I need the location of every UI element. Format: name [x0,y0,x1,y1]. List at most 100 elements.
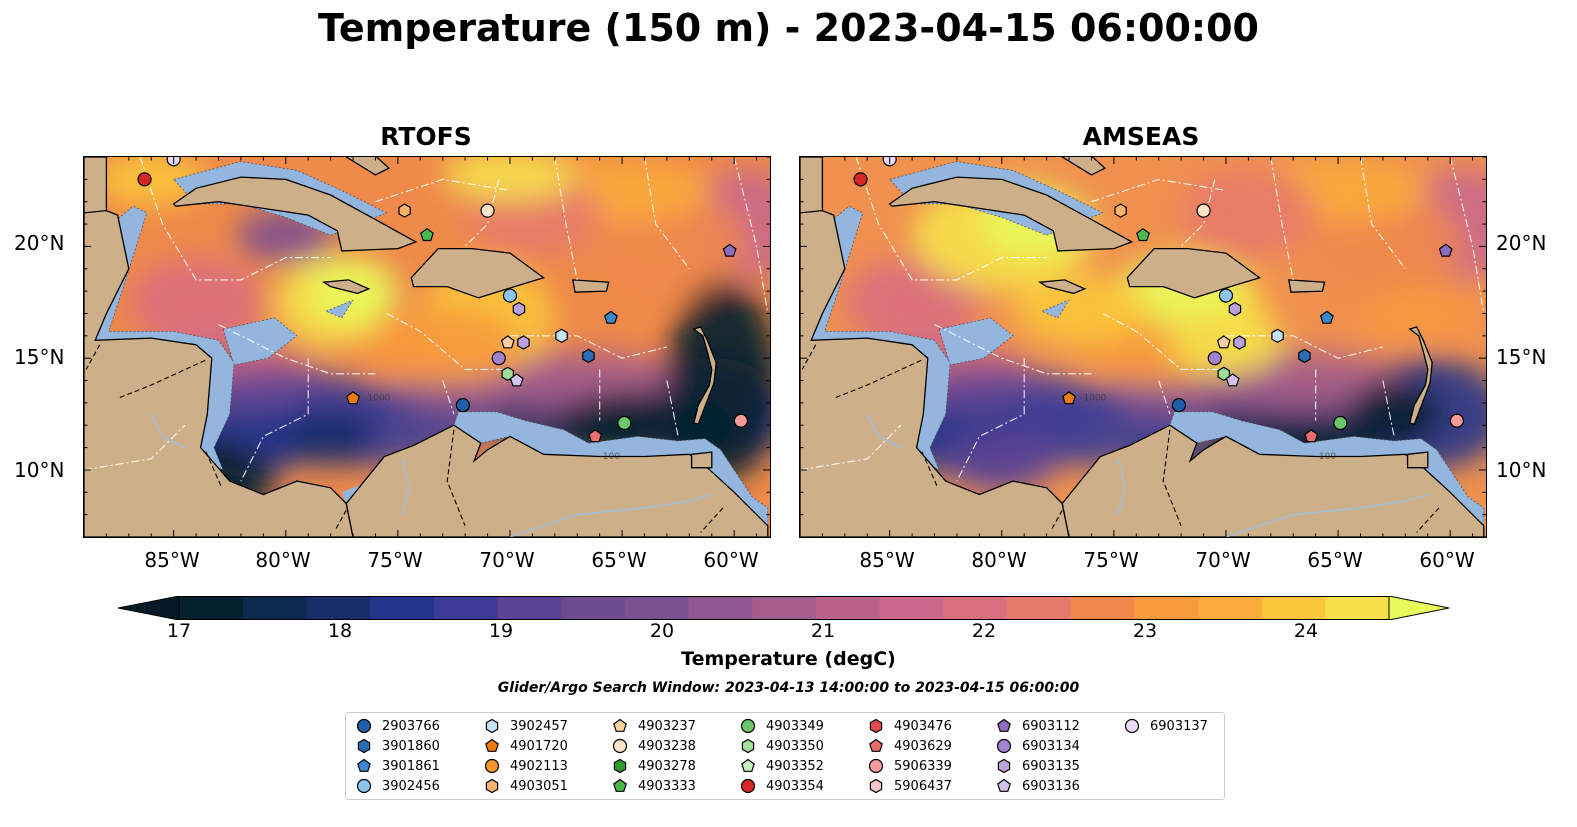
float-marker-5906339 [733,413,749,428]
legend-item-label: 4903237 [638,718,696,734]
float-marker-3902457 [555,328,568,343]
colorbar-swatch [688,596,753,620]
legend-item: 6903137 [1124,716,1208,736]
landmass-trinidad [1406,451,1429,469]
legend-item-label: 4903051 [510,778,568,794]
legend-item-label: 4903354 [766,778,824,794]
float-marker-4903333 [420,227,434,242]
circle-marker-icon [868,758,884,774]
float-marker-4901720 [1062,391,1076,405]
float-marker-6903136 [509,373,524,387]
legend-item: 4903238 [612,736,696,756]
hexagon-marker-icon [741,738,755,754]
legend-item: 2903766 [356,716,440,736]
legend-item-label: 4903278 [638,758,696,774]
hexagon-marker-icon [613,758,627,774]
legend-item: 4903350 [740,736,824,756]
legend-item-label: 6903112 [1022,718,1080,734]
legend-item: 5906339 [868,756,952,776]
colorbar-label: Temperature (degC) [681,648,896,670]
legend-item: 5906437 [868,776,952,796]
float-marker-4903629 [588,429,603,443]
colorbar-swatch [179,596,244,620]
legend-item: 4903629 [868,736,952,756]
float-marker-3901860 [1298,348,1311,364]
contour-label: -1000 [1080,394,1106,404]
float-marker-5906339 [1449,413,1465,428]
float-marker-6903112 [1438,243,1453,257]
circle-marker-icon [1124,718,1140,734]
legend-item: 4903352 [740,756,824,776]
landmass-yucatan [84,157,108,214]
colorbar-swatch [1261,596,1326,620]
legend-item: 4903349 [740,716,824,736]
lon-tick-label: 80°W [255,548,311,572]
shelf-region [222,317,298,366]
lon-tick-label: 60°W [703,548,759,572]
pentagon-marker-icon [613,718,627,732]
legend-item-label: 4903238 [638,738,696,754]
lon-tick-label: 65°W [1307,548,1363,572]
colorbar-tick-label: 18 [327,620,353,642]
float-marker-6903136 [1225,373,1240,387]
colorbar-swatch [370,596,435,620]
colorbar-swatch [561,596,626,620]
float-marker-3902457 [1271,328,1284,343]
legend-item-label: 4901720 [510,738,568,754]
pentagon-marker-icon [485,738,499,752]
contour-label: -100 [1316,452,1337,462]
float-marker-4903238 [480,203,495,218]
legend-item-label: 6903135 [1022,758,1080,774]
colorbar-swatch [242,596,307,620]
float-marker-4903051 [398,203,411,218]
colorbar-swatch [879,596,944,620]
legend-item-label: 4903352 [766,758,824,774]
colorbar-extend-low [117,595,180,621]
lon-tick-label: 85°W [859,548,915,572]
float-marker-6903112 [722,243,737,257]
map-panel-amseas[interactable]: -1000 -100 [799,156,1487,538]
legend-item: 6903134 [996,736,1080,756]
lat-tick-label: 10°N [14,458,65,482]
pentagon-marker-icon [869,738,883,752]
legend-item: 4903051 [484,776,568,796]
pentagon-marker-icon [357,758,371,772]
colorbar-extend-high [1388,595,1450,621]
float-marker-6903134 [491,351,506,366]
legend-item-label: 6903134 [1022,738,1080,754]
lat-tick-label: 15°N [1496,345,1547,369]
legend-item-label: 6903136 [1022,778,1080,794]
float-marker-3902456 [1218,288,1234,303]
legend-item: 4903333 [612,776,696,796]
legend-item-label: 4902113 [510,758,568,774]
float-marker-4901720 [346,391,360,405]
lon-tick-label: 80°W [971,548,1027,572]
hexagon-marker-icon [869,718,883,734]
legend-item: 6903136 [996,776,1080,796]
lon-tick-label: 65°W [591,548,647,572]
colorbar-swatch [752,596,817,620]
float-marker-6903135 [512,301,526,317]
float-marker-6903134 [1207,351,1222,366]
landmass-cuba [172,176,418,252]
legend-item-label: 5906339 [894,758,952,774]
legend-item-label: 5906437 [894,778,952,794]
map-panel-rtofs[interactable]: -1000 -100 [83,156,771,538]
shelf-region [325,299,354,319]
landmass-jamaica [321,279,371,295]
lat-tick-label: 10°N [1496,458,1547,482]
contour-label: -100 [600,452,621,462]
float-marker-4903051 [1114,203,1127,218]
float-marker-6903135 [1233,335,1246,350]
legend: 2903766 3901860 3901861 3902456 3902457 49017… [345,712,1225,800]
colorbar-swatch [943,596,1008,620]
legend-item: 3902456 [356,776,440,796]
legend-item: 6903135 [996,756,1080,776]
shelf-region [1041,299,1070,319]
legend-item: 3901861 [356,756,440,776]
legend-item: 3901860 [356,736,440,756]
shelf-region [938,317,1014,366]
landmass-puertoRico [1288,279,1326,293]
legend-item: 6903112 [996,716,1080,736]
legend-item: 4902113 [484,756,568,776]
